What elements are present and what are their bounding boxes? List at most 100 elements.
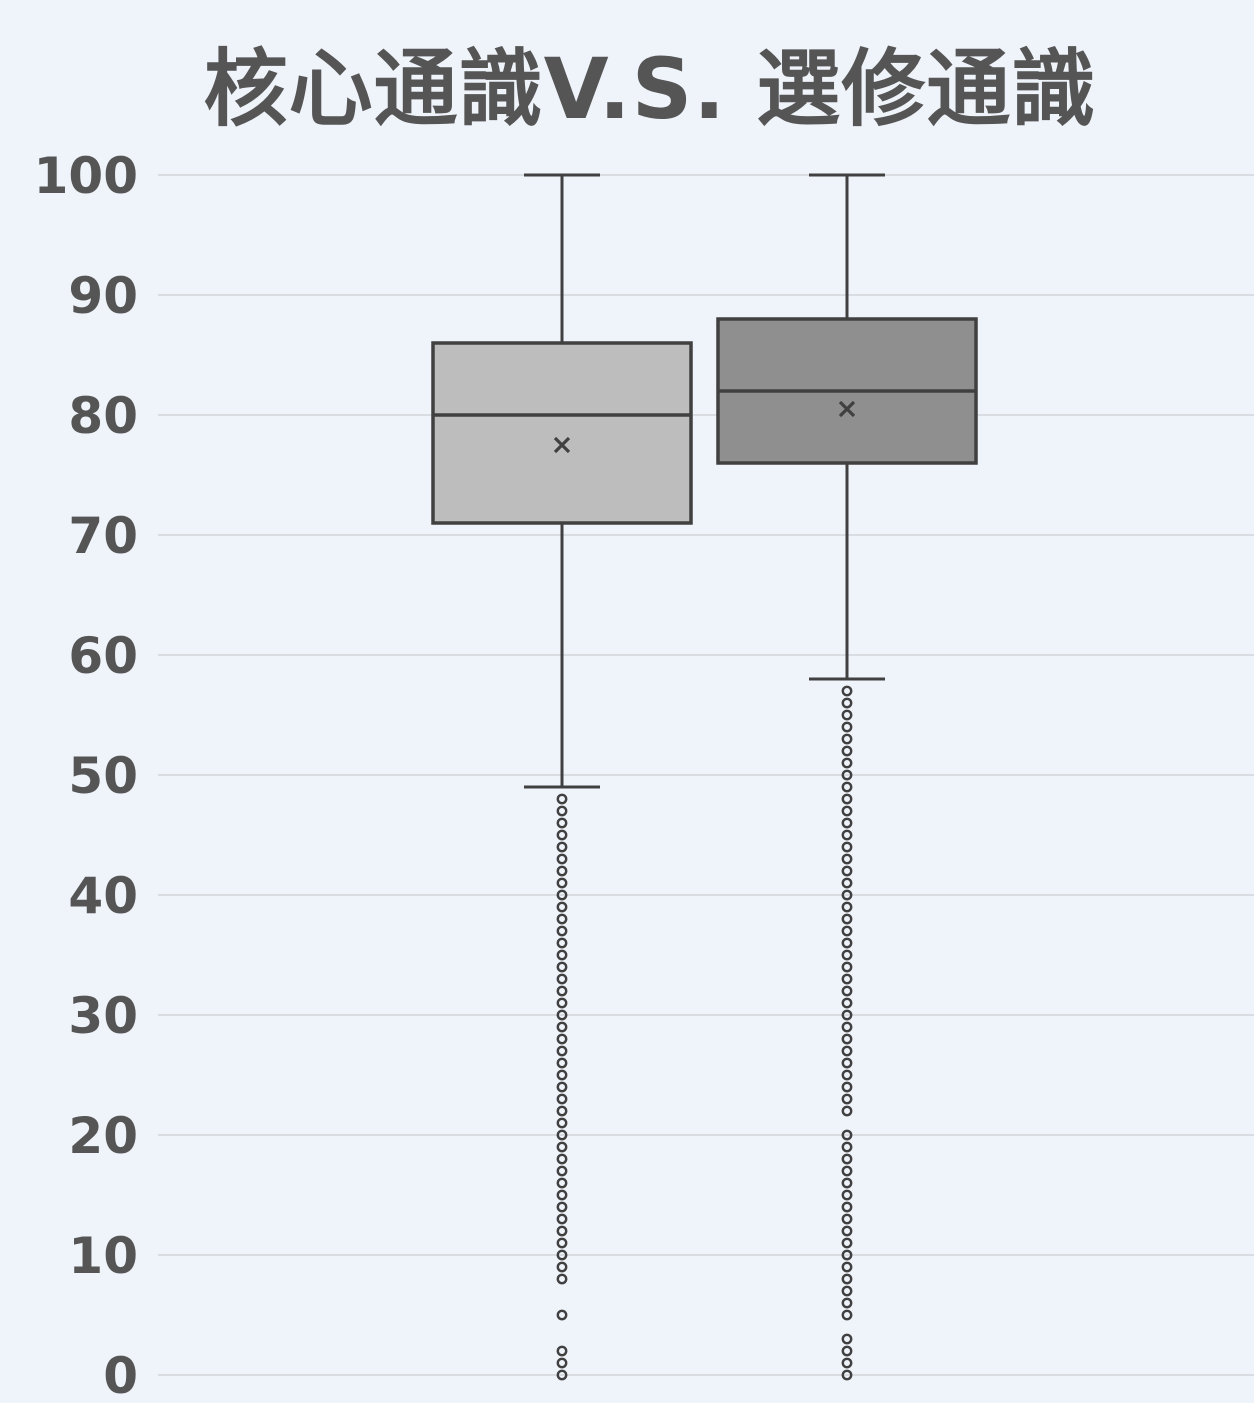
outlier-point xyxy=(841,961,853,973)
outlier-point xyxy=(841,1309,853,1321)
outlier-point xyxy=(841,1357,853,1369)
outlier-point xyxy=(556,901,568,913)
y-tick-label: 50 xyxy=(68,747,138,805)
outlier-point xyxy=(556,817,568,829)
outlier-point xyxy=(556,1261,568,1273)
outlier-point xyxy=(556,805,568,817)
outlier-point xyxy=(556,793,568,805)
y-tick-label: 60 xyxy=(68,627,138,685)
outlier-point xyxy=(841,949,853,961)
iqr-box xyxy=(431,341,693,525)
outlier-point xyxy=(841,1261,853,1273)
outlier-point xyxy=(556,1213,568,1225)
y-tick-label: 80 xyxy=(68,387,138,445)
outlier-point xyxy=(841,709,853,721)
outlier-point xyxy=(841,1225,853,1237)
outlier-point xyxy=(556,1069,568,1081)
outlier-point xyxy=(841,1273,853,1285)
outlier-point xyxy=(556,913,568,925)
y-tick-label: 30 xyxy=(68,987,138,1045)
outlier-point xyxy=(556,1153,568,1165)
mean-marker xyxy=(553,436,571,454)
outlier-point xyxy=(556,925,568,937)
outlier-point xyxy=(556,1177,568,1189)
y-tick-label: 40 xyxy=(68,867,138,925)
outlier-point xyxy=(841,817,853,829)
outlier-point xyxy=(556,1309,568,1321)
outlier-point xyxy=(841,1045,853,1057)
outlier-point xyxy=(841,1129,853,1141)
outlier-point xyxy=(841,1297,853,1309)
outlier-point xyxy=(841,1057,853,1069)
outlier-point xyxy=(556,949,568,961)
outlier-point xyxy=(841,901,853,913)
outlier-point xyxy=(841,1177,853,1189)
outlier-point xyxy=(556,1369,568,1381)
y-tick-label: 10 xyxy=(68,1227,138,1285)
outlier-point xyxy=(841,937,853,949)
chart-title: 核心通識V.S. 選修通識 xyxy=(203,40,1097,138)
outlier-point xyxy=(841,1237,853,1249)
outlier-point xyxy=(841,697,853,709)
outlier-point xyxy=(841,685,853,697)
outlier-point xyxy=(841,1153,853,1165)
outlier-point xyxy=(841,1105,853,1117)
y-tick-label: 20 xyxy=(68,1107,138,1165)
outlier-point xyxy=(841,1033,853,1045)
outlier-point xyxy=(556,1237,568,1249)
outlier-point xyxy=(556,1189,568,1201)
outlier-point xyxy=(841,1141,853,1153)
outlier-point xyxy=(841,721,853,733)
outlier-point xyxy=(556,853,568,865)
outlier-point xyxy=(841,1093,853,1105)
outlier-point xyxy=(841,997,853,1009)
outlier-point xyxy=(841,769,853,781)
y-tick-label: 0 xyxy=(103,1347,138,1403)
outlier-point xyxy=(556,1345,568,1357)
outlier-point xyxy=(841,1081,853,1093)
outlier-point xyxy=(556,1249,568,1261)
outlier-point xyxy=(556,889,568,901)
y-tick-label: 100 xyxy=(34,147,138,205)
outlier-point xyxy=(556,1045,568,1057)
outlier-point xyxy=(841,925,853,937)
outlier-point xyxy=(556,1357,568,1369)
outlier-point xyxy=(556,1165,568,1177)
outlier-point xyxy=(841,877,853,889)
outlier-point xyxy=(841,1333,853,1345)
outlier-point xyxy=(841,781,853,793)
outlier-point xyxy=(556,1105,568,1117)
outlier-point xyxy=(841,1213,853,1225)
outlier-point xyxy=(556,1141,568,1153)
outlier-point xyxy=(556,841,568,853)
outlier-point xyxy=(556,877,568,889)
outlier-point xyxy=(556,985,568,997)
outlier-point xyxy=(841,841,853,853)
outlier-point xyxy=(841,973,853,985)
outlier-point xyxy=(841,1369,853,1381)
outlier-point xyxy=(841,793,853,805)
outlier-point xyxy=(556,829,568,841)
outlier-point xyxy=(556,973,568,985)
outlier-point xyxy=(841,889,853,901)
outlier-point xyxy=(841,829,853,841)
outlier-point xyxy=(841,865,853,877)
outlier-point xyxy=(556,865,568,877)
outlier-point xyxy=(841,745,853,757)
outlier-point xyxy=(841,1021,853,1033)
outlier-point xyxy=(841,1345,853,1357)
outlier-point xyxy=(841,1189,853,1201)
outlier-point xyxy=(841,1201,853,1213)
outlier-point xyxy=(556,1201,568,1213)
mean-marker xyxy=(838,400,856,418)
outlier-point xyxy=(556,1273,568,1285)
outlier-point xyxy=(841,913,853,925)
outlier-point xyxy=(841,1069,853,1081)
y-tick-label: 90 xyxy=(68,267,138,325)
outlier-point xyxy=(841,985,853,997)
outlier-point xyxy=(556,1009,568,1021)
outlier-point xyxy=(841,733,853,745)
outlier-point xyxy=(841,1285,853,1297)
